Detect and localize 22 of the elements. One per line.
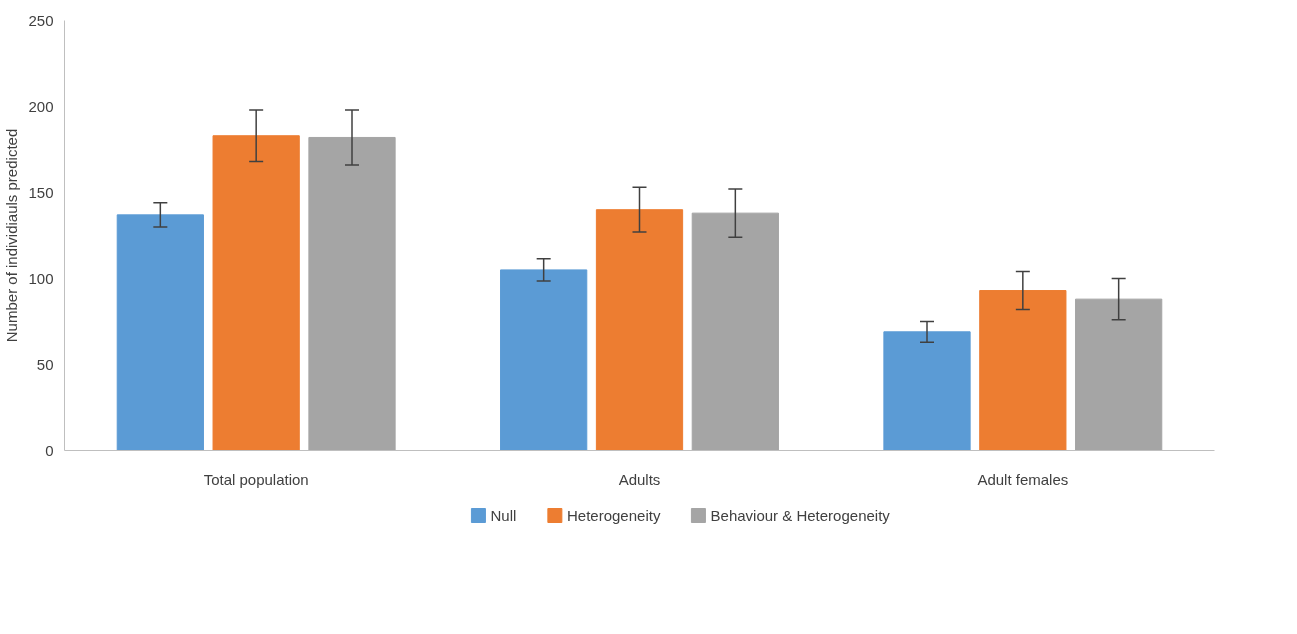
bar (500, 269, 588, 451)
bar (212, 135, 300, 451)
legend-label: Heterogeneity (566, 507, 661, 524)
y-tick-label: 150 (28, 183, 54, 201)
x-tick-label: Adults (618, 470, 661, 488)
legend-label: Behaviour & Heterogeneity (710, 507, 891, 524)
bar (1075, 298, 1163, 451)
bar (883, 331, 971, 451)
y-tick-label: 250 (28, 11, 54, 29)
bar (308, 136, 396, 451)
y-tick-label: 50 (36, 355, 54, 373)
y-tick-label: 200 (28, 97, 54, 115)
x-tick-label: Adult females (977, 470, 1069, 488)
y-axis-title: Number of individiauls predicted (3, 128, 21, 343)
y-tick-label: 0 (45, 441, 54, 459)
bar (595, 209, 684, 451)
bar (691, 212, 779, 451)
y-tick-label: 100 (28, 269, 54, 287)
bar (116, 214, 204, 451)
legend-label: Null (490, 507, 517, 524)
bar (979, 290, 1067, 451)
x-tick-label: Total population (203, 470, 309, 488)
